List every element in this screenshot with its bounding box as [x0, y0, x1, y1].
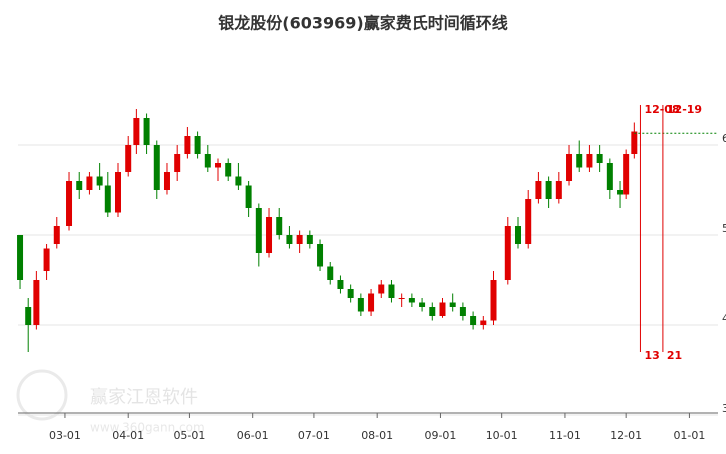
x-tick-label: 06-01 — [237, 429, 269, 442]
candle-body — [53, 226, 60, 244]
candle-body — [490, 280, 497, 321]
candle-body — [153, 145, 160, 190]
y-tick-label: 4 — [722, 312, 726, 325]
candle-body — [470, 316, 477, 325]
candle-body — [596, 154, 603, 163]
watermark-url: www.360gann.com — [90, 421, 205, 435]
candle-body — [525, 199, 532, 244]
candle-body — [296, 235, 303, 244]
candle-body — [623, 154, 630, 195]
candle-body — [606, 163, 613, 190]
candle-body — [17, 235, 24, 280]
candle-body — [357, 298, 364, 312]
candle-body — [163, 172, 170, 190]
candle-body — [276, 217, 283, 235]
candle-body — [408, 298, 415, 303]
candle-body — [480, 320, 487, 325]
candle-body — [388, 284, 395, 298]
candle-body — [245, 185, 252, 208]
candle-body — [66, 181, 73, 226]
cycle-count: 13 — [644, 349, 659, 362]
x-tick-label: 12-01 — [610, 429, 642, 442]
y-tick-label: 3 — [722, 402, 726, 415]
candle-body — [143, 118, 150, 145]
candle-body — [378, 284, 385, 294]
candle-body — [504, 226, 511, 280]
x-tick-label: 10-01 — [486, 429, 518, 442]
candle-body — [398, 298, 405, 299]
cycle-date: 12-08 — [644, 103, 679, 116]
candle-body — [586, 154, 593, 168]
candle-body — [566, 154, 573, 181]
chart-title: 银龙股份(603969)赢家费氏时间循环线 — [218, 14, 507, 33]
candle-body — [86, 176, 93, 190]
candle-body — [306, 235, 313, 244]
candle-body — [125, 145, 132, 172]
candle-body — [235, 176, 242, 186]
candle-body — [255, 208, 262, 253]
x-tick-label: 11-01 — [549, 429, 581, 442]
candle-body — [368, 293, 375, 312]
candle-body — [429, 307, 436, 316]
x-tick-label: 01-01 — [673, 429, 705, 442]
candle-body — [419, 302, 426, 307]
cycle-count: 21 — [667, 349, 682, 362]
candle-body — [266, 217, 273, 253]
candle-body — [194, 136, 201, 154]
candle-body — [631, 131, 638, 154]
candle-body — [459, 307, 466, 316]
candle-body — [449, 302, 456, 307]
x-tick-label: 03-01 — [49, 429, 81, 442]
candle-body — [439, 302, 446, 316]
candle-body — [286, 235, 293, 244]
candle-body — [317, 244, 324, 267]
candle-body — [225, 163, 232, 177]
y-tick-label: 6 — [722, 132, 726, 145]
cycle-date: 12-19 — [667, 103, 702, 116]
candle-body — [617, 190, 624, 195]
candle-body — [204, 154, 211, 168]
x-tick-label: 09-01 — [424, 429, 456, 442]
candle-body — [555, 181, 562, 199]
candle-body — [184, 136, 191, 154]
watermark: 赢家江恩软件 — [90, 386, 198, 408]
candle-body — [515, 226, 521, 244]
x-tick-label: 08-01 — [361, 429, 393, 442]
candle-body — [33, 280, 40, 325]
candle-body — [337, 280, 344, 289]
candle-body — [327, 266, 334, 280]
candle-body — [576, 154, 583, 168]
candle-body — [96, 176, 103, 186]
candle-body — [215, 163, 221, 168]
y-tick-label: 5 — [722, 222, 726, 235]
x-tick-label: 05-01 — [173, 429, 205, 442]
candle-body — [535, 181, 542, 199]
candle-body — [545, 181, 552, 199]
candle-body — [174, 154, 181, 172]
candle-body — [25, 307, 32, 325]
candle-body — [104, 185, 111, 213]
x-tick-label: 04-01 — [112, 429, 144, 442]
candle-body — [347, 289, 354, 298]
watermark-logo — [16, 369, 68, 421]
candle-body — [76, 181, 83, 190]
candle-body — [43, 248, 50, 271]
candle-body — [115, 172, 121, 213]
x-tick-label: 07-01 — [298, 429, 330, 442]
candle-body — [133, 118, 140, 145]
